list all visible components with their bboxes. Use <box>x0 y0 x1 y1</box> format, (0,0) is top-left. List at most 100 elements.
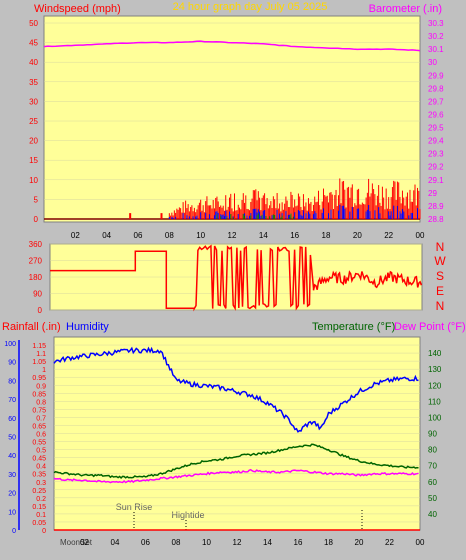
wind-direction-line <box>50 244 423 312</box>
rainfall-y-tick-label: 0.25 <box>32 488 46 495</box>
wind-x-tick-label: 14 <box>259 231 268 240</box>
barometer-y-tick-label: 29.1 <box>428 176 444 185</box>
temperature-y-tick-label: 110 <box>428 397 441 406</box>
wind-x-tick-label: 10 <box>196 231 205 240</box>
wind-x-tick-label: 18 <box>322 231 331 240</box>
wind-y-tick-label: 40 <box>29 58 38 67</box>
rainfall-y-tick-label: 0.05 <box>32 520 46 527</box>
barometer-y-tick-label: 29.4 <box>428 137 444 146</box>
rainfall-y-tick-label: 0.9 <box>36 383 46 390</box>
compass-e: E <box>436 284 444 298</box>
temperature-y-tick-label: 120 <box>428 381 442 390</box>
wind-x-tick-label: 12 <box>228 231 237 240</box>
temperature-y-tick-label: 40 <box>428 510 437 519</box>
rainfall-y-tick-label: 0.7 <box>36 415 46 422</box>
humidity-y-tick-label: 80 <box>8 378 16 385</box>
barometer-y-tick-label: 29.5 <box>428 124 444 133</box>
climate-x-tick-label: 20 <box>355 538 364 547</box>
barometer-y-tick-label: 29.2 <box>428 163 444 172</box>
direction-y-tick-label: 90 <box>33 290 42 299</box>
barometer-y-tick-label: 30.2 <box>428 32 444 41</box>
wind-x-tick-label: 20 <box>353 231 362 240</box>
rainfall-y-tick-label: 0.15 <box>32 504 46 511</box>
direction-y-tick-label: 0 <box>38 306 43 315</box>
hightide-label: Hightide <box>171 510 204 520</box>
temperature-y-tick-label: 100 <box>428 413 442 422</box>
climate-x-tick-label: 08 <box>172 538 181 547</box>
climate-x-tick-label: 22 <box>385 538 394 547</box>
wind-y-tick-label: 10 <box>29 176 38 185</box>
wind-y-tick-label: 25 <box>29 117 38 126</box>
wind-x-tick-label: 22 <box>384 231 393 240</box>
humidity-y-tick-label: 90 <box>8 360 16 367</box>
barometer-y-tick-label: 28.8 <box>428 215 444 224</box>
rainfall-y-tick-label: 1 <box>42 367 46 374</box>
wind-y-tick-label: 50 <box>29 19 38 28</box>
windspeed-axis-label: Windspeed (mph) <box>34 3 121 15</box>
temperature-y-tick-label: 130 <box>428 365 442 374</box>
climate-x-tick-label: 16 <box>294 538 303 547</box>
wind-y-tick-label: 5 <box>34 195 39 204</box>
climate-x-tick-label: 02 <box>80 538 89 547</box>
compass-n-top: N <box>436 240 445 254</box>
rainfall-y-tick-label: 0.3 <box>36 480 46 487</box>
barometer-y-tick-label: 29.9 <box>428 71 444 80</box>
rainfall-y-tick-label: 0.95 <box>32 375 46 382</box>
direction-y-tick-label: 180 <box>29 273 43 282</box>
barometer-y-tick-label: 29.3 <box>428 150 444 159</box>
humidity-y-tick-label: 70 <box>8 397 16 404</box>
rainfall-y-tick-label: 0.8 <box>36 399 46 406</box>
rainfall-y-tick-label: 0.6 <box>36 432 46 439</box>
rainfall-y-tick-label: 0.65 <box>32 423 46 430</box>
rainfall-y-tick-label: 1.15 <box>32 343 46 350</box>
temperature-axis-label: Temperature (°F) <box>312 321 395 333</box>
rainfall-y-tick-label: 0.35 <box>32 472 46 479</box>
direction-y-tick-label: 360 <box>29 240 43 249</box>
rainfall-axis-label: Rainfall (.in) <box>2 321 61 333</box>
climate-x-tick-label: 00 <box>416 538 425 547</box>
barometer-y-tick-label: 30 <box>428 58 437 67</box>
wind-y-tick-label: 45 <box>29 39 38 48</box>
rainfall-y-tick-label: 0.85 <box>32 391 46 398</box>
climate-x-tick-label: 18 <box>324 538 333 547</box>
compass-n-bottom: N <box>436 299 445 313</box>
wind-x-tick-label: 16 <box>290 231 299 240</box>
barometer-y-tick-label: 29.7 <box>428 97 444 106</box>
temperature-y-tick-label: 50 <box>428 494 437 503</box>
rainfall-y-tick-label: 0.75 <box>32 407 46 414</box>
climate-x-tick-label: 12 <box>233 538 242 547</box>
temperature-y-tick-label: 90 <box>428 430 437 439</box>
compass-w: W <box>434 254 446 268</box>
wind-y-tick-label: 20 <box>29 137 38 146</box>
barometer-y-tick-label: 29.6 <box>428 110 444 119</box>
humidity-line <box>53 346 419 433</box>
wind-y-tick-label: 30 <box>29 97 38 106</box>
humidity-y-tick-label: 50 <box>8 435 16 442</box>
barometer-y-tick-label: 30.1 <box>428 45 444 54</box>
moonset-label: MoonSet <box>60 538 93 547</box>
temperature-y-tick-label: 140 <box>428 349 442 358</box>
rainfall-y-tick-label: 1.1 <box>36 351 46 358</box>
compass-s: S <box>436 269 444 283</box>
wind-x-tick-label: 06 <box>134 231 143 240</box>
climate-x-tick-label: 10 <box>202 538 211 547</box>
wind-plot-area <box>43 15 421 223</box>
temperature-y-tick-label: 80 <box>428 446 437 455</box>
rainfall-y-tick-label: 0 <box>42 528 46 535</box>
wind-y-tick-label: 15 <box>29 156 38 165</box>
humidity-y-tick-label: 30 <box>8 472 16 479</box>
barometer-axis-label: Barometer (.in) <box>369 3 442 15</box>
chart-marks: 0510152025303540455028.828.92929.129.229… <box>4 19 444 547</box>
temperature-y-tick-label: 70 <box>428 462 437 471</box>
climate-x-tick-label: 14 <box>263 538 272 547</box>
direction-y-tick-label: 270 <box>29 257 43 266</box>
rainfall-y-tick-label: 0.2 <box>36 496 46 503</box>
temperature-y-tick-label: 60 <box>428 478 437 487</box>
wind-y-tick-label: 0 <box>34 215 39 224</box>
wind-x-tick-label: 02 <box>71 231 80 240</box>
rainfall-y-tick-label: 0.4 <box>36 464 46 471</box>
barometer-y-tick-label: 29 <box>428 189 437 198</box>
graph-title: 24 hour graph day July 05 2025 <box>173 1 328 13</box>
